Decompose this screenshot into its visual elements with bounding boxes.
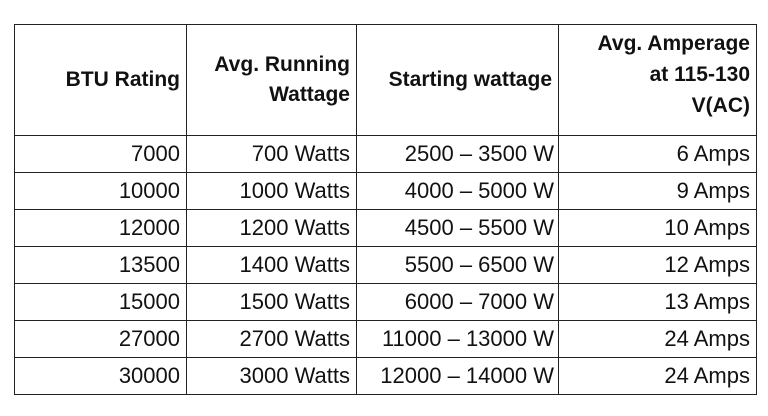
- cell-starting-wattage: 2500 – 3500 W: [356, 135, 559, 173]
- cell-running-wattage: 1400 Watts: [186, 246, 357, 284]
- cell-btu: 13500: [14, 246, 187, 284]
- cell-running-wattage: 3000 Watts: [186, 357, 357, 395]
- cell-running-wattage: 1500 Watts: [186, 283, 357, 321]
- cell-starting-wattage: 6000 – 7000 W: [356, 283, 559, 321]
- header-avg-amperage: Avg. Amperage at 115-130 V(AC): [558, 24, 757, 136]
- table-row: 13500 1400 Watts 5500 – 6500 W 12 Amps: [14, 246, 757, 284]
- cell-btu: 30000: [14, 357, 187, 395]
- header-starting-wattage: Starting wattage: [356, 24, 559, 136]
- cell-btu: 12000: [14, 209, 187, 247]
- cell-starting-wattage: 4500 – 5500 W: [356, 209, 559, 247]
- cell-amperage: 10 Amps: [558, 209, 757, 247]
- table-row: 7000 700 Watts 2500 – 3500 W 6 Amps: [14, 135, 757, 173]
- cell-btu: 10000: [14, 172, 187, 210]
- cell-running-wattage: 2700 Watts: [186, 320, 357, 358]
- cell-running-wattage: 1000 Watts: [186, 172, 357, 210]
- table-row: 27000 2700 Watts 11000 – 13000 W 24 Amps: [14, 320, 757, 358]
- cell-starting-wattage: 11000 – 13000 W: [356, 320, 559, 358]
- cell-amperage: 12 Amps: [558, 246, 757, 284]
- table-row: 10000 1000 Watts 4000 – 5000 W 9 Amps: [14, 172, 757, 210]
- header-running-line-1: Avg. Running: [214, 53, 350, 76]
- table-body: 7000 700 Watts 2500 – 3500 W 6 Amps 1000…: [14, 135, 757, 395]
- header-running-line-2: Wattage: [269, 83, 350, 106]
- header-btu-rating-label: BTU Rating: [65, 68, 180, 91]
- cell-amperage: 13 Amps: [558, 283, 757, 321]
- table-row: 30000 3000 Watts 12000 – 14000 W 24 Amps: [14, 357, 757, 395]
- header-btu-rating: BTU Rating: [14, 24, 187, 136]
- table-row: 12000 1200 Watts 4500 – 5500 W 10 Amps: [14, 209, 757, 247]
- cell-btu: 7000: [14, 135, 187, 173]
- cell-running-wattage: 1200 Watts: [186, 209, 357, 247]
- cell-btu: 15000: [14, 283, 187, 321]
- table-header: BTU Rating Avg. Running Wattage Starting…: [14, 24, 757, 136]
- header-starting-label: Starting wattage: [388, 68, 552, 91]
- cell-starting-wattage: 12000 – 14000 W: [356, 357, 559, 395]
- cell-amperage: 24 Amps: [558, 357, 757, 395]
- cell-starting-wattage: 4000 – 5000 W: [356, 172, 559, 210]
- cell-running-wattage: 700 Watts: [186, 135, 357, 173]
- header-amperage-line-1: Avg. Amperage: [597, 32, 751, 55]
- header-avg-running-wattage: Avg. Running Wattage: [186, 24, 357, 136]
- header-amperage-line-3: V(AC): [691, 94, 750, 117]
- cell-starting-wattage: 5500 – 6500 W: [356, 246, 559, 284]
- ac-wattage-table: BTU Rating Avg. Running Wattage Starting…: [14, 24, 757, 395]
- header-row: BTU Rating Avg. Running Wattage Starting…: [14, 24, 757, 136]
- header-amperage-line-2: at 115-130: [649, 63, 750, 86]
- table-row: 15000 1500 Watts 6000 – 7000 W 13 Amps: [14, 283, 757, 321]
- cell-amperage: 24 Amps: [558, 320, 757, 358]
- cell-btu: 27000: [14, 320, 187, 358]
- cell-amperage: 9 Amps: [558, 172, 757, 210]
- cell-amperage: 6 Amps: [558, 135, 757, 173]
